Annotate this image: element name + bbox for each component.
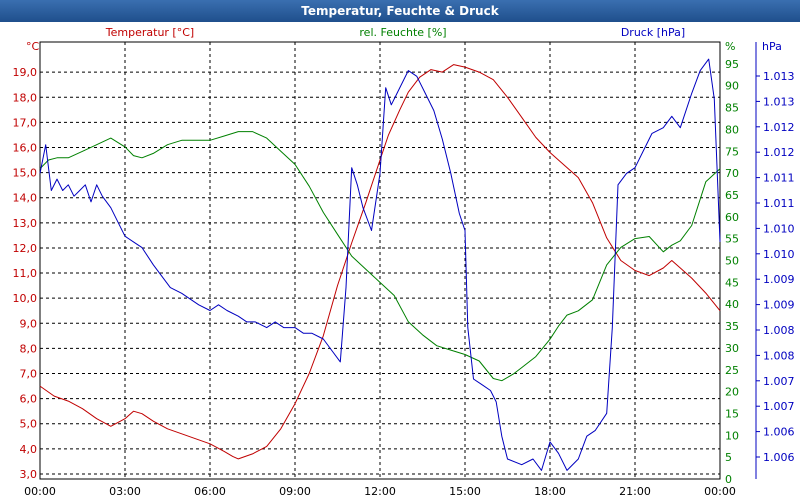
pressure-tick-label: 1.013 (763, 70, 795, 83)
humidity-tick-label: 65 (725, 189, 739, 202)
humidity-tick-label: 90 (725, 80, 739, 93)
humidity-tick-label: 25 (725, 364, 739, 377)
pressure-tick-label: 1.009 (763, 273, 795, 286)
pressure-series-line (39, 58, 721, 471)
pressure-tick-label: 1.006 (763, 426, 795, 439)
chart-title: Temperatur, Feuchte & Druck (0, 0, 800, 22)
humidity-tick-label: 95 (725, 58, 739, 71)
humidity-tick-label: 40 (725, 298, 739, 311)
humidity-tick-label: 70 (725, 167, 739, 180)
temperature-tick-label: 14,0 (13, 192, 38, 205)
humidity-tick-label: 20 (725, 386, 739, 399)
pressure-tick-label: 1.010 (763, 248, 795, 261)
temperature-unit: °C (26, 40, 40, 53)
pressure-tick-label: 1.011 (763, 197, 795, 210)
grid-lines (40, 42, 760, 479)
pressure-tick-label: 1.009 (763, 299, 795, 312)
temperature-tick-label: 12,0 (13, 242, 38, 255)
humidity-tick-label: 75 (725, 145, 739, 158)
temperature-tick-label: 10,0 (13, 292, 38, 305)
humidity-tick-label: 55 (725, 233, 739, 246)
temperature-tick-label: 11,0 (13, 267, 38, 280)
pressure-unit: hPa (762, 40, 782, 53)
pressure-tick-label: 1.006 (763, 451, 795, 464)
temperature-tick-label: 7,0 (20, 368, 38, 381)
humidity-tick-label: 45 (725, 276, 739, 289)
pressure-tick-label: 1.007 (763, 400, 795, 413)
temperature-tick-label: 8,0 (20, 342, 38, 355)
x-tick-time: 12:00 (364, 485, 396, 498)
x-tick-time: 21:00 (619, 485, 651, 498)
x-tick-time: 09:00 (279, 485, 311, 498)
humidity-unit: % (725, 40, 735, 53)
temperature-tick-label: 19,0 (13, 66, 38, 79)
humidity-tick-label: 50 (725, 255, 739, 268)
pressure-tick-label: 1.007 (763, 375, 795, 388)
pressure-axis-label: Druck [hPa] (621, 26, 685, 39)
x-tick-time: 03:00 (109, 485, 141, 498)
humidity-tick-label: 5 (725, 451, 732, 464)
temperature-tick-label: 5,0 (20, 418, 38, 431)
humidity-tick-label: 30 (725, 342, 739, 355)
pressure-tick-label: 1.011 (763, 172, 795, 185)
temperature-tick-label: 9,0 (20, 317, 38, 330)
x-tick-time: 00:00 (24, 485, 56, 498)
temperature-tick-label: 13,0 (13, 217, 38, 230)
humidity-tick-label: 60 (725, 211, 739, 224)
temperature-tick-label: 16,0 (13, 141, 38, 154)
humidity-tick-label: 85 (725, 102, 739, 115)
humidity-tick-label: 80 (725, 123, 739, 136)
x-tick-time: 15:00 (449, 485, 481, 498)
pressure-tick-label: 1.013 (763, 95, 795, 108)
humidity-axis-label: rel. Feuchte [%] (359, 26, 446, 39)
chart-svg: 00:0008.03.1503:0008.03.1506:0008.03.150… (13, 26, 795, 498)
x-tick-time: 00:00 (704, 485, 736, 498)
pressure-tick-label: 1.008 (763, 349, 795, 362)
pressure-tick-label: 1.012 (763, 146, 795, 159)
temperature-tick-label: 3,0 (20, 468, 38, 481)
humidity-tick-label: 0 (725, 473, 732, 486)
series-layer (39, 58, 721, 471)
humidity-series-line (39, 131, 721, 382)
temperature-tick-label: 17,0 (13, 116, 38, 129)
pressure-tick-label: 1.012 (763, 121, 795, 134)
temperature-tick-label: 4,0 (20, 443, 38, 456)
temperature-tick-label: 15,0 (13, 167, 38, 180)
humidity-tick-label: 10 (725, 429, 739, 442)
humidity-tick-label: 15 (725, 407, 739, 420)
temperature-axis-label: Temperatur [°C] (105, 26, 194, 39)
plot-frame (39, 41, 721, 480)
pressure-tick-label: 1.008 (763, 324, 795, 337)
temperature-tick-label: 18,0 (13, 91, 38, 104)
temperature-tick-label: 6,0 (20, 393, 38, 406)
temperature-series-line (39, 64, 721, 460)
pressure-tick-label: 1.010 (763, 222, 795, 235)
tick-labels: 00:0008.03.1503:0008.03.1506:0008.03.150… (13, 58, 795, 498)
humidity-tick-label: 35 (725, 320, 739, 333)
x-tick-time: 18:00 (534, 485, 566, 498)
x-tick-time: 06:00 (194, 485, 226, 498)
